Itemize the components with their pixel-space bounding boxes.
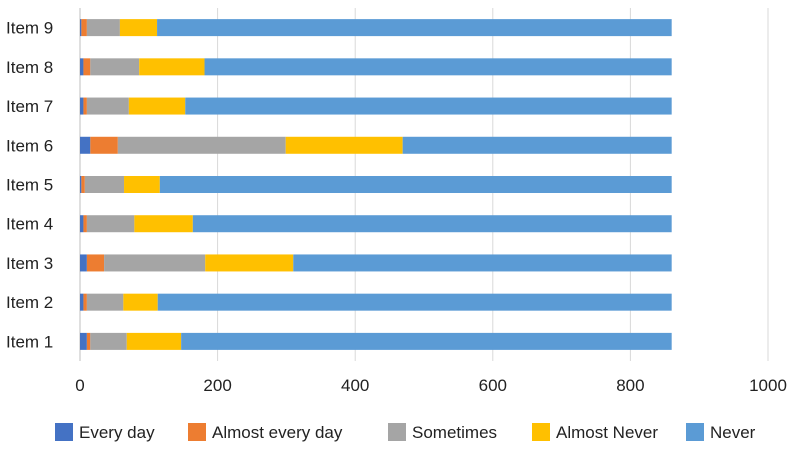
bar-segment-item-1-almost-every-day bbox=[86, 332, 91, 350]
bars bbox=[80, 19, 672, 350]
bar-segment-item-5-every-day bbox=[80, 176, 82, 193]
bar-segment-item-5-almost-every-day bbox=[81, 176, 85, 193]
bar-segment-item-8-almost-never bbox=[139, 58, 205, 76]
bar-segment-item-5-sometimes bbox=[84, 176, 125, 193]
bar-segment-item-9-almost-every-day bbox=[81, 19, 87, 37]
category-label: Item 3 bbox=[6, 254, 53, 273]
bar-segment-item-3-every-day bbox=[80, 254, 87, 272]
bar-segment-item-8-never bbox=[204, 58, 672, 76]
bar-segment-item-3-sometimes bbox=[104, 254, 206, 272]
legend-swatch-almost-every-day bbox=[188, 423, 206, 441]
x-tick-label: 800 bbox=[616, 376, 644, 395]
legend-label: Every day bbox=[79, 423, 155, 442]
category-label: Item 4 bbox=[6, 215, 53, 234]
bar-segment-item-9-sometimes bbox=[86, 19, 120, 37]
bar-segment-item-7-sometimes bbox=[86, 97, 129, 115]
legend-swatch-never bbox=[686, 423, 704, 441]
bar-segment-item-7-never bbox=[185, 97, 672, 115]
category-label: Item 5 bbox=[6, 176, 53, 195]
bar-segment-item-8-sometimes bbox=[90, 58, 140, 76]
bar-segment-item-4-almost-every-day bbox=[83, 215, 87, 233]
bar-segment-item-3-never bbox=[293, 254, 672, 272]
bar-segment-item-7-almost-every-day bbox=[83, 97, 87, 115]
bar-segment-item-6-every-day bbox=[80, 136, 91, 154]
legend-label: Almost every day bbox=[212, 423, 343, 442]
bar-segment-item-2-sometimes bbox=[86, 293, 124, 311]
bar-segment-item-6-never bbox=[402, 136, 672, 154]
x-tick-label: 0 bbox=[75, 376, 84, 395]
bar-segment-item-1-never bbox=[181, 332, 672, 350]
bar-segment-item-4-almost-never bbox=[134, 215, 193, 233]
bar-segment-item-2-almost-every-day bbox=[83, 293, 87, 311]
x-tick-label: 600 bbox=[479, 376, 507, 395]
x-tick-label: 400 bbox=[341, 376, 369, 395]
category-label: Item 8 bbox=[6, 58, 53, 77]
legend-swatch-every-day bbox=[55, 423, 73, 441]
bar-segment-item-7-almost-never bbox=[128, 97, 186, 115]
bar-segment-item-2-almost-never bbox=[123, 293, 158, 311]
x-tick-label: 1000 bbox=[749, 376, 787, 395]
bar-segment-item-2-every-day bbox=[80, 293, 84, 311]
bar-segment-item-1-every-day bbox=[80, 332, 87, 350]
legend-label: Almost Never bbox=[556, 423, 658, 442]
category-label: Item 9 bbox=[6, 19, 53, 38]
bar-segment-item-2-never bbox=[157, 293, 672, 311]
bar-segment-item-6-almost-never bbox=[285, 136, 403, 154]
legend-label: Sometimes bbox=[412, 423, 497, 442]
legend-swatch-almost-never bbox=[532, 423, 550, 441]
bar-segment-item-8-every-day bbox=[80, 58, 84, 76]
bar-segment-item-9-never bbox=[157, 19, 672, 37]
bar-segment-item-5-never bbox=[159, 176, 672, 193]
category-label: Item 7 bbox=[6, 97, 53, 116]
bar-segment-item-3-almost-every-day bbox=[86, 254, 105, 272]
bar-segment-item-1-sometimes bbox=[90, 332, 127, 350]
bar-segment-item-7-every-day bbox=[80, 97, 84, 115]
category-label: Item 2 bbox=[6, 293, 53, 312]
x-tick-label: 200 bbox=[203, 376, 231, 395]
legend-label: Never bbox=[710, 423, 756, 442]
category-labels: Item 1 Item 2 Item 3 Item 4 Item 5 Item 6 Item… bbox=[6, 19, 53, 352]
x-axis-ticks: 0 200 400 600 800 1000 bbox=[75, 376, 787, 395]
bar-segment-item-4-every-day bbox=[80, 215, 84, 233]
bar-segment-item-4-never bbox=[192, 215, 672, 233]
category-label: Item 6 bbox=[6, 136, 53, 155]
bar-segment-item-9-every-day bbox=[80, 19, 82, 37]
bar-segment-item-6-sometimes bbox=[117, 136, 286, 154]
legend: Every day Almost every day Sometimes Almost… bbox=[55, 423, 756, 442]
bar-segment-item-4-sometimes bbox=[86, 215, 135, 233]
bar-segment-item-5-almost-never bbox=[124, 176, 160, 193]
bar-segment-item-9-almost-never bbox=[119, 19, 158, 37]
bar-segment-item-3-almost-never bbox=[205, 254, 294, 272]
bar-segment-item-8-almost-every-day bbox=[83, 58, 91, 76]
bar-segment-item-6-almost-every-day bbox=[90, 136, 118, 154]
category-label: Item 1 bbox=[6, 332, 53, 351]
legend-swatch-sometimes bbox=[388, 423, 406, 441]
bar-segment-item-1-almost-never bbox=[126, 332, 182, 350]
